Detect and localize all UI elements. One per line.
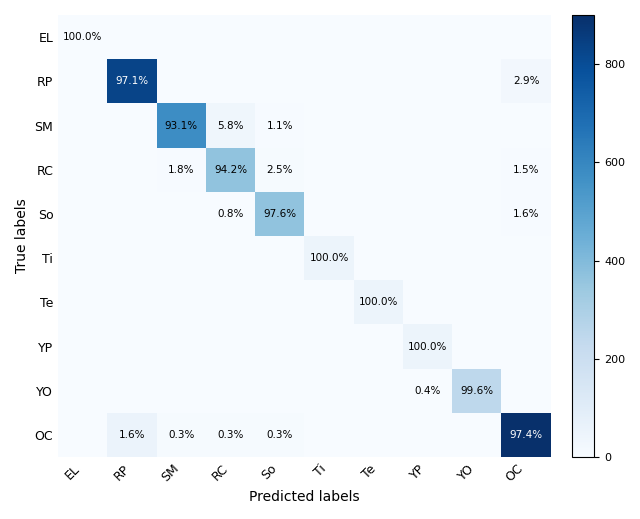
Text: 1.5%: 1.5%: [513, 165, 540, 175]
Text: 100.0%: 100.0%: [358, 297, 398, 307]
Text: 97.6%: 97.6%: [263, 209, 296, 219]
Bar: [108, 413, 157, 457]
Text: 99.6%: 99.6%: [460, 386, 493, 396]
Bar: [354, 280, 403, 324]
Bar: [58, 15, 108, 59]
Text: 97.1%: 97.1%: [115, 76, 148, 86]
Bar: [157, 413, 206, 457]
Bar: [452, 368, 501, 413]
Bar: [206, 192, 255, 236]
Bar: [206, 147, 255, 192]
Bar: [403, 368, 452, 413]
Bar: [255, 103, 305, 147]
Bar: [157, 147, 206, 192]
Text: 0.8%: 0.8%: [218, 209, 244, 219]
Bar: [501, 147, 550, 192]
Y-axis label: True labels: True labels: [15, 199, 29, 274]
Text: 94.2%: 94.2%: [214, 165, 247, 175]
Text: 2.5%: 2.5%: [266, 165, 293, 175]
Text: 100.0%: 100.0%: [63, 32, 102, 42]
Text: 0.4%: 0.4%: [414, 386, 441, 396]
Bar: [157, 103, 206, 147]
Bar: [255, 413, 305, 457]
Bar: [501, 413, 550, 457]
Bar: [206, 103, 255, 147]
Text: 0.3%: 0.3%: [267, 430, 293, 440]
Text: 2.9%: 2.9%: [513, 76, 540, 86]
Bar: [108, 59, 157, 103]
Text: 1.6%: 1.6%: [119, 430, 145, 440]
Bar: [501, 59, 550, 103]
Text: 0.3%: 0.3%: [218, 430, 244, 440]
Bar: [501, 192, 550, 236]
Text: 0.3%: 0.3%: [168, 430, 195, 440]
Bar: [305, 236, 354, 280]
Text: 1.8%: 1.8%: [168, 165, 195, 175]
Text: 1.6%: 1.6%: [513, 209, 540, 219]
Text: 1.1%: 1.1%: [266, 120, 293, 131]
Bar: [255, 147, 305, 192]
Text: 100.0%: 100.0%: [408, 342, 447, 351]
Bar: [403, 324, 452, 368]
Text: 93.1%: 93.1%: [164, 120, 198, 131]
X-axis label: Predicted labels: Predicted labels: [249, 490, 360, 504]
Text: 100.0%: 100.0%: [309, 253, 349, 263]
Bar: [206, 413, 255, 457]
Text: 97.4%: 97.4%: [509, 430, 543, 440]
Bar: [255, 192, 305, 236]
Text: 5.8%: 5.8%: [218, 120, 244, 131]
